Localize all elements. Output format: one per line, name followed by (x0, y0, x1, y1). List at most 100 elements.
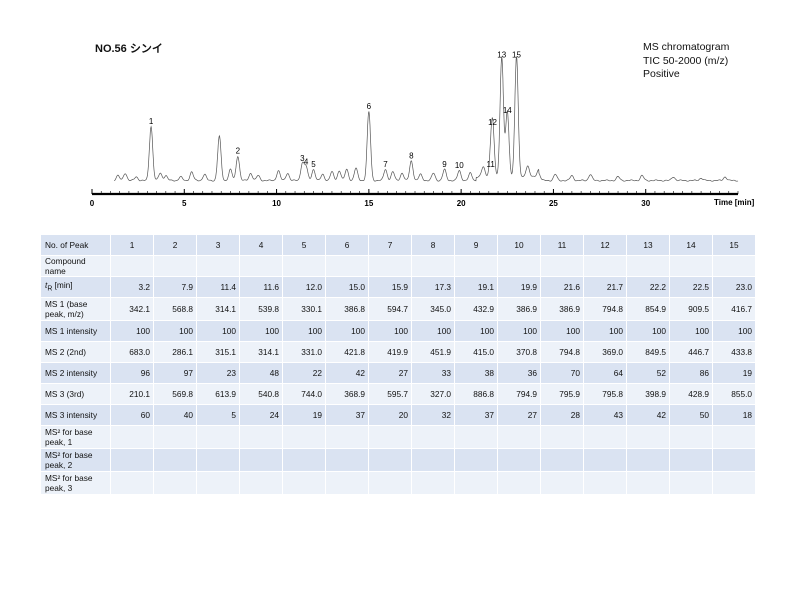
table-cell: 446.7 (669, 341, 713, 363)
table-cell: 19.1 (454, 276, 498, 298)
table-cell: 22.5 (669, 276, 713, 298)
table-cell: 100 (239, 320, 283, 342)
table-row: tR [min] 3.2 7.9 11.4 11.6 12.0 15.0 15.9 17.3 19… (40, 276, 756, 298)
table-cell: 398.9 (626, 383, 670, 405)
ms-mode-info: MS chromatogram TIC 50-2000 (m/z) Positi… (643, 41, 729, 82)
peak-number-cell: 2 (153, 234, 197, 256)
table-cell (325, 448, 369, 472)
table-cell: 345.0 (411, 297, 455, 321)
row-header: MS² for base peak, 3 (40, 471, 111, 495)
table-cell: 100 (411, 320, 455, 342)
table-cell: 594.7 (368, 297, 412, 321)
table-cell: 27 (368, 362, 412, 384)
mode-line-polarity: Positive (643, 68, 680, 80)
table-cell: 849.5 (626, 341, 670, 363)
table-row: MS 3 (3rd) 210.1 569.8 613.9 540.8 744.0 368.9… (40, 383, 756, 405)
row-header: MS 3 intensity (40, 404, 111, 426)
peak-number-cell: 13 (626, 234, 670, 256)
table-cell: 100 (368, 320, 412, 342)
peak-label: 3 (300, 154, 305, 163)
table-cell: 100 (497, 320, 541, 342)
x-tick-label: 30 (641, 199, 650, 208)
table-row: MS 1 (base peak, m/z) 342.1 568.8 314.1 539.… (40, 297, 756, 321)
table-cell: 330.1 (282, 297, 326, 321)
row-header: MS² for base peak, 2 (40, 448, 111, 472)
table-cell: 795.8 (583, 383, 627, 405)
table-cell: 100 (196, 320, 240, 342)
table-cell: 60 (110, 404, 154, 426)
peak-label: 8 (409, 151, 414, 160)
table-cell (540, 425, 584, 449)
table-cell: 100 (669, 320, 713, 342)
peak-number-cell: 5 (282, 234, 326, 256)
table-cell (153, 425, 197, 449)
x-tick-label: 15 (364, 199, 373, 208)
table-cell: 386.8 (325, 297, 369, 321)
table-cell: 744.0 (282, 383, 326, 405)
peak-label: 9 (442, 160, 447, 169)
table-row: MS 2 (2nd) 683.0 286.1 315.1 314.1 331.0 421.8… (40, 341, 756, 363)
table-cell: 794.8 (540, 341, 584, 363)
peak-number-cell: 12 (583, 234, 627, 256)
table-cell: 7.9 (153, 276, 197, 298)
table-cell: 96 (110, 362, 154, 384)
table-cell: 33 (411, 362, 455, 384)
table-cell (196, 471, 240, 495)
table-cell: 19 (712, 362, 756, 384)
table-cell: 386.9 (540, 297, 584, 321)
row-header: No. of Peak (40, 234, 111, 256)
table-cell (411, 255, 455, 277)
sample-title: NO.56 シンイ (95, 43, 163, 55)
table-cell: 568.8 (153, 297, 197, 321)
table-cell: 100 (110, 320, 154, 342)
peak-number-cell: 4 (239, 234, 283, 256)
table-cell: 432.9 (454, 297, 498, 321)
peak-number-cell: 3 (196, 234, 240, 256)
table-cell: 539.8 (239, 297, 283, 321)
table-row: MS 2 intensity 96 97 23 48 22 42 27 33 38 36 70 64 52… (40, 362, 756, 384)
table-cell: 50 (669, 404, 713, 426)
table-cell: 794.9 (497, 383, 541, 405)
table-cell: 11.4 (196, 276, 240, 298)
tic-trace (113, 56, 739, 182)
table-cell (153, 471, 197, 495)
peak-number-row: No. of Peak 1 2 3 4 5 6 7 8 9 10 11 12 13 14 15 (40, 234, 756, 256)
table-cell: 314.1 (196, 297, 240, 321)
x-tick-label: 25 (549, 199, 558, 208)
table-cell: 315.1 (196, 341, 240, 363)
table-cell: 909.5 (669, 297, 713, 321)
table-cell: 18 (712, 404, 756, 426)
table-row: MS 1 intensity 100 100 100 100 100 100 100 100 10… (40, 320, 756, 342)
table-cell: 100 (540, 320, 584, 342)
table-cell: 415.0 (454, 341, 498, 363)
table-cell: 22.2 (626, 276, 670, 298)
x-tick-label: 20 (457, 199, 466, 208)
table-cell (239, 448, 283, 472)
peak-label: 11 (487, 160, 496, 169)
peak-number-cell: 15 (712, 234, 756, 256)
table-cell: 15.9 (368, 276, 412, 298)
table-cell: 20 (368, 404, 412, 426)
table-cell: 86 (669, 362, 713, 384)
peak-table: No. of Peak 1 2 3 4 5 6 7 8 9 10 11 12 13 14 15 Compound… (40, 234, 756, 495)
table-cell: 100 (712, 320, 756, 342)
table-cell (239, 425, 283, 449)
table-cell: 428.9 (669, 383, 713, 405)
table-cell (282, 448, 326, 472)
table-row: MS² for base peak, 3 (40, 471, 756, 495)
peak-number-cell: 10 (497, 234, 541, 256)
peak-label: 4 (304, 157, 309, 166)
row-header: MS 1 intensity (40, 320, 111, 342)
table-cell: 24 (239, 404, 283, 426)
table-cell (411, 448, 455, 472)
table-cell (368, 255, 412, 277)
peak-label: 5 (311, 160, 316, 169)
table-cell: 886.8 (454, 383, 498, 405)
table-cell: 37 (325, 404, 369, 426)
table-cell (325, 425, 369, 449)
table-cell (282, 471, 326, 495)
table-cell: 5 (196, 404, 240, 426)
table-cell (110, 471, 154, 495)
table-cell (153, 255, 197, 277)
